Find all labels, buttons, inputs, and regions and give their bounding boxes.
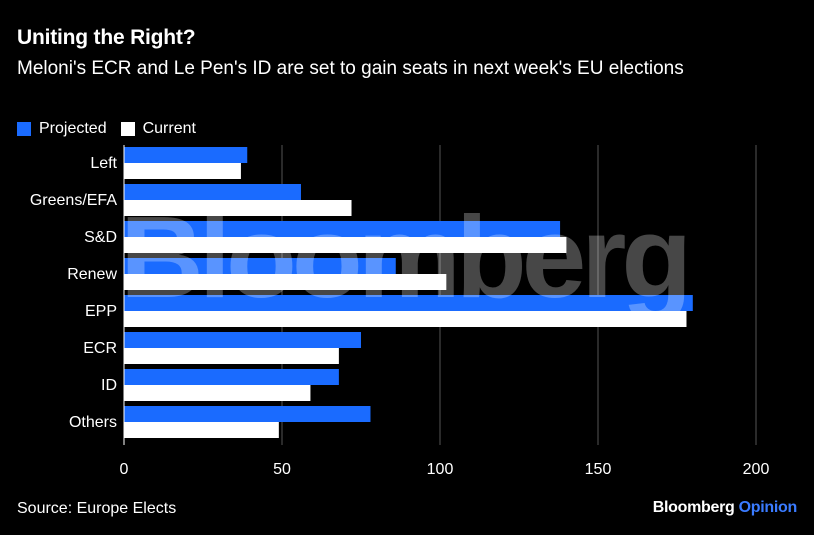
category-label: ID xyxy=(101,377,117,394)
chart-title: Uniting the Right? xyxy=(17,26,196,49)
bar-projected xyxy=(124,369,339,385)
brand-main: Bloomberg xyxy=(652,499,735,516)
x-tick-label: 150 xyxy=(585,461,612,478)
source-note: Source: Europe Elects xyxy=(17,500,177,517)
x-tick-label: 50 xyxy=(273,461,291,478)
bar-current xyxy=(124,163,241,179)
legend-item-projected: Projected xyxy=(17,120,107,138)
brand-logo: Bloomberg Opinion xyxy=(652,499,798,517)
brand-accent: Opinion xyxy=(738,499,798,516)
category-label: Left xyxy=(90,155,117,172)
bar-projected xyxy=(124,332,361,348)
category-label: Greens/EFA xyxy=(30,192,117,209)
bar-current xyxy=(124,422,279,438)
bar-current xyxy=(124,385,311,401)
bar-current xyxy=(124,237,567,253)
legend: Projected Current xyxy=(17,120,210,138)
bar-projected xyxy=(124,406,371,422)
x-tick-label: 0 xyxy=(120,461,129,478)
legend-swatch-projected xyxy=(17,122,31,136)
bar-current xyxy=(124,311,687,327)
category-label: Renew xyxy=(67,266,117,283)
bar-current xyxy=(124,200,352,216)
category-label: S&D xyxy=(84,229,117,246)
category-label: Others xyxy=(69,414,117,431)
bar-projected xyxy=(124,221,561,237)
bar-projected xyxy=(124,147,248,163)
bar-projected xyxy=(124,258,396,274)
legend-swatch-current xyxy=(120,122,135,136)
x-tick-label: 100 xyxy=(427,461,454,478)
bar-projected xyxy=(124,295,693,311)
x-tick-label: 200 xyxy=(743,461,770,478)
bar-current xyxy=(124,348,339,364)
legend-item-current: Current xyxy=(120,120,196,138)
chart-subtitle: Meloni's ECR and Le Pen's ID are set to … xyxy=(17,58,684,79)
category-label: EPP xyxy=(85,303,117,320)
bar-projected xyxy=(124,184,301,200)
legend-label-current: Current xyxy=(142,120,196,137)
legend-label-projected: Projected xyxy=(39,120,107,137)
bar-current xyxy=(124,274,447,290)
category-label: ECR xyxy=(83,340,117,357)
